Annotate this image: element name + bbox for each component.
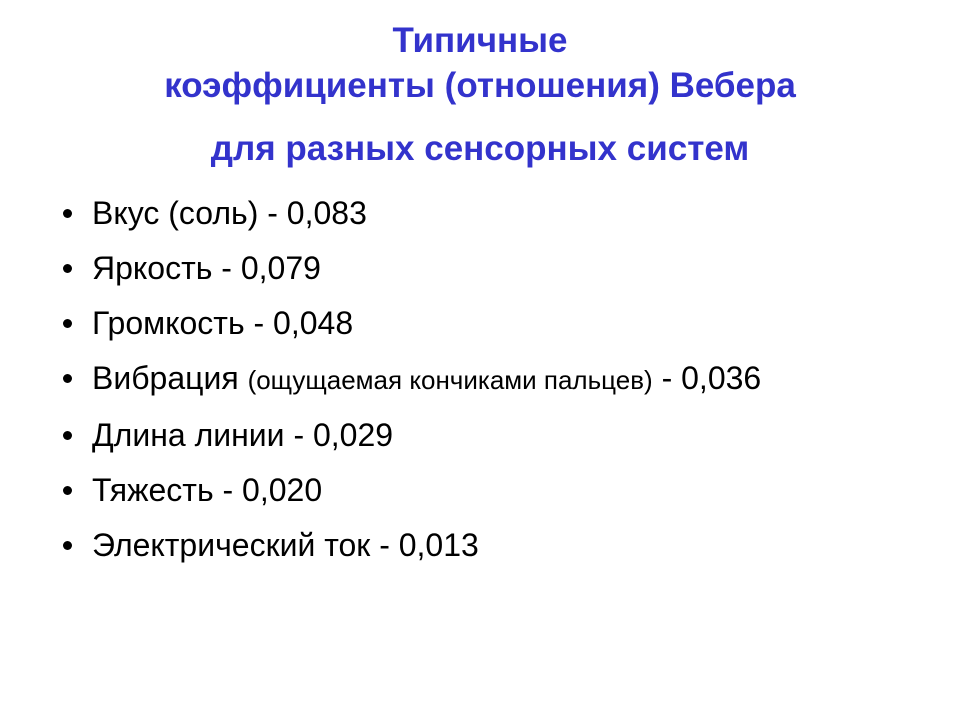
list-item-text: Громкость - 0,048 xyxy=(92,305,354,341)
slide-title: Типичные коэффициенты (отношения) Вебера… xyxy=(40,18,920,171)
vibration-label: Вибрация xyxy=(92,360,248,396)
bullet-icon xyxy=(63,319,72,328)
vibration-note: (ощущаемая кончиками пальцев) xyxy=(247,365,653,395)
weber-fractions-list: Вкус (соль) - 0,083 Яркость - 0,079 Гром… xyxy=(30,192,910,579)
bullet-icon xyxy=(63,431,72,440)
bullet-icon xyxy=(63,209,72,218)
list-item-line-length: Длина линии - 0,029 xyxy=(30,414,910,457)
list-item-heaviness: Тяжесть - 0,020 xyxy=(30,469,910,512)
list-item-text: Вибрация (ощущаемая кончиками пальцев) -… xyxy=(92,357,761,402)
list-item-text: Электрический ток - 0,013 xyxy=(92,527,479,563)
list-item-electric-current: Электрический ток - 0,013 xyxy=(30,524,910,567)
list-item-text: Яркость - 0,079 xyxy=(92,250,321,286)
bullet-icon xyxy=(63,541,72,550)
list-item-taste: Вкус (соль) - 0,083 xyxy=(30,192,910,235)
list-item-text: Длина линии - 0,029 xyxy=(92,417,394,453)
list-item-text: Тяжесть - 0,020 xyxy=(92,472,323,508)
title-line-3: для разных сенсорных систем xyxy=(210,129,750,168)
bullet-icon xyxy=(63,264,72,273)
bullet-icon xyxy=(63,374,72,383)
list-item-brightness: Яркость - 0,079 xyxy=(30,247,910,290)
title-line-2: коэффициенты (отношения) Вебера xyxy=(164,66,796,105)
bullet-icon xyxy=(63,486,72,495)
list-item-vibration: Вибрация (ощущаемая кончиками пальцев) -… xyxy=(30,357,910,402)
list-item-text: Вкус (соль) - 0,083 xyxy=(92,195,367,231)
list-item-loudness: Громкость - 0,048 xyxy=(30,302,910,345)
title-line-1: Типичные xyxy=(392,21,568,60)
vibration-value: - 0,036 xyxy=(652,360,762,396)
